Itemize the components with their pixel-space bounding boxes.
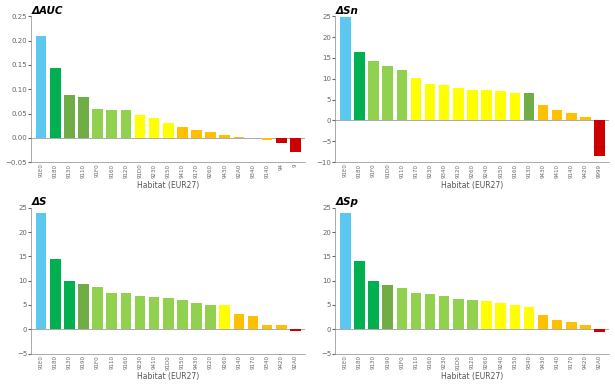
Bar bbox=[397, 70, 407, 120]
Bar bbox=[580, 117, 591, 120]
Bar bbox=[340, 212, 351, 329]
Bar bbox=[552, 110, 563, 120]
Bar bbox=[467, 90, 478, 120]
Bar bbox=[149, 118, 159, 138]
Bar bbox=[538, 315, 549, 329]
Bar bbox=[205, 132, 216, 138]
Bar bbox=[538, 104, 549, 120]
Bar bbox=[177, 127, 188, 138]
Bar bbox=[523, 93, 534, 120]
Bar bbox=[220, 305, 230, 329]
X-axis label: Habitat (EUR27): Habitat (EUR27) bbox=[137, 372, 199, 382]
Bar bbox=[439, 86, 450, 120]
Bar bbox=[290, 138, 301, 152]
Bar bbox=[509, 305, 520, 329]
Bar bbox=[106, 293, 117, 329]
Bar bbox=[234, 314, 244, 329]
Bar bbox=[50, 68, 60, 138]
Bar bbox=[92, 287, 103, 329]
Bar bbox=[425, 84, 435, 120]
Bar bbox=[106, 110, 117, 138]
Bar bbox=[580, 325, 591, 329]
Bar bbox=[594, 329, 605, 332]
Bar bbox=[191, 303, 202, 329]
Bar bbox=[453, 87, 464, 120]
Bar bbox=[92, 109, 103, 138]
Bar bbox=[368, 281, 379, 329]
Bar bbox=[205, 305, 216, 329]
Bar bbox=[523, 307, 534, 329]
X-axis label: Habitat (EUR27): Habitat (EUR27) bbox=[442, 372, 504, 382]
Bar bbox=[439, 296, 450, 329]
Bar bbox=[135, 296, 145, 329]
Bar bbox=[276, 138, 287, 143]
Bar bbox=[482, 90, 492, 120]
Bar bbox=[552, 320, 563, 329]
Bar bbox=[411, 293, 421, 329]
Bar bbox=[78, 96, 89, 138]
Bar bbox=[594, 120, 605, 156]
Bar bbox=[495, 91, 506, 120]
Bar bbox=[397, 288, 407, 329]
Bar bbox=[234, 137, 244, 138]
Bar bbox=[163, 123, 173, 138]
Bar bbox=[163, 298, 173, 329]
X-axis label: Habitat (EUR27): Habitat (EUR27) bbox=[137, 181, 199, 190]
Bar bbox=[425, 294, 435, 329]
Bar bbox=[78, 284, 89, 329]
Bar bbox=[149, 297, 159, 329]
Bar bbox=[354, 52, 365, 120]
Bar bbox=[482, 301, 492, 329]
X-axis label: Habitat (EUR27): Habitat (EUR27) bbox=[442, 181, 504, 190]
Bar bbox=[121, 293, 131, 329]
Text: ΔAUC: ΔAUC bbox=[31, 5, 63, 15]
Bar bbox=[509, 92, 520, 120]
Bar bbox=[248, 316, 258, 329]
Bar bbox=[191, 130, 202, 138]
Bar bbox=[354, 261, 365, 329]
Bar bbox=[220, 135, 230, 138]
Text: ΔSn: ΔSn bbox=[335, 5, 359, 15]
Text: ΔSp: ΔSp bbox=[335, 197, 359, 207]
Bar bbox=[276, 325, 287, 329]
Bar bbox=[50, 259, 60, 329]
Bar bbox=[262, 138, 272, 140]
Bar bbox=[453, 299, 464, 329]
Bar bbox=[368, 61, 379, 120]
Bar bbox=[135, 115, 145, 138]
Bar bbox=[262, 325, 272, 329]
Bar bbox=[64, 95, 74, 138]
Text: ΔS: ΔS bbox=[31, 197, 47, 207]
Bar bbox=[36, 36, 46, 138]
Bar bbox=[121, 110, 131, 138]
Bar bbox=[411, 78, 421, 120]
Bar bbox=[495, 303, 506, 329]
Bar bbox=[566, 113, 577, 120]
Bar bbox=[177, 300, 188, 329]
Bar bbox=[64, 281, 74, 329]
Bar bbox=[36, 212, 46, 329]
Bar bbox=[467, 300, 478, 329]
Bar bbox=[383, 286, 393, 329]
Bar bbox=[290, 329, 301, 330]
Bar bbox=[566, 322, 577, 329]
Bar bbox=[340, 17, 351, 120]
Bar bbox=[383, 66, 393, 120]
